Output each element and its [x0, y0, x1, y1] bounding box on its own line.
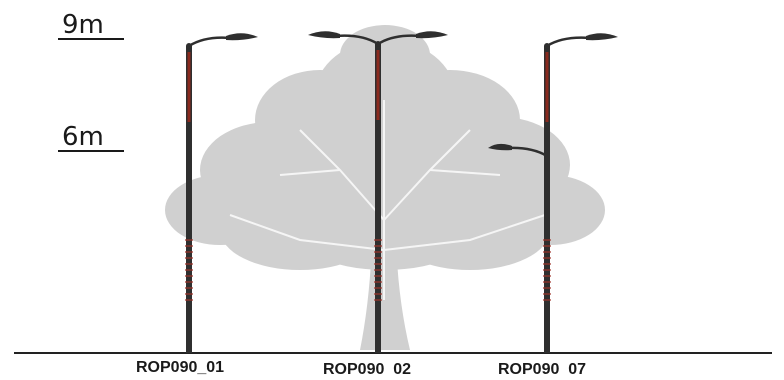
pole-rop090-07: [488, 33, 618, 353]
pole-label-rop090-02: ROP090 02: [323, 361, 412, 378]
height-line-6m: [58, 150, 124, 152]
height-label-9m: 9m: [62, 10, 104, 40]
height-line-9m: [58, 38, 124, 40]
pole-rop090-02: [308, 31, 448, 353]
pole-1-rings: [185, 239, 193, 301]
pole-label-rop090-07: ROP090 07: [498, 361, 587, 378]
pole-3-rings: [543, 239, 551, 301]
height-label-6m: 6m: [62, 122, 104, 152]
pole-label-rop090-01: ROP090_01: [136, 359, 225, 376]
pole-rop090-01: [185, 33, 258, 353]
tree-branches: [229, 100, 546, 300]
pole-2-rings: [374, 239, 382, 301]
